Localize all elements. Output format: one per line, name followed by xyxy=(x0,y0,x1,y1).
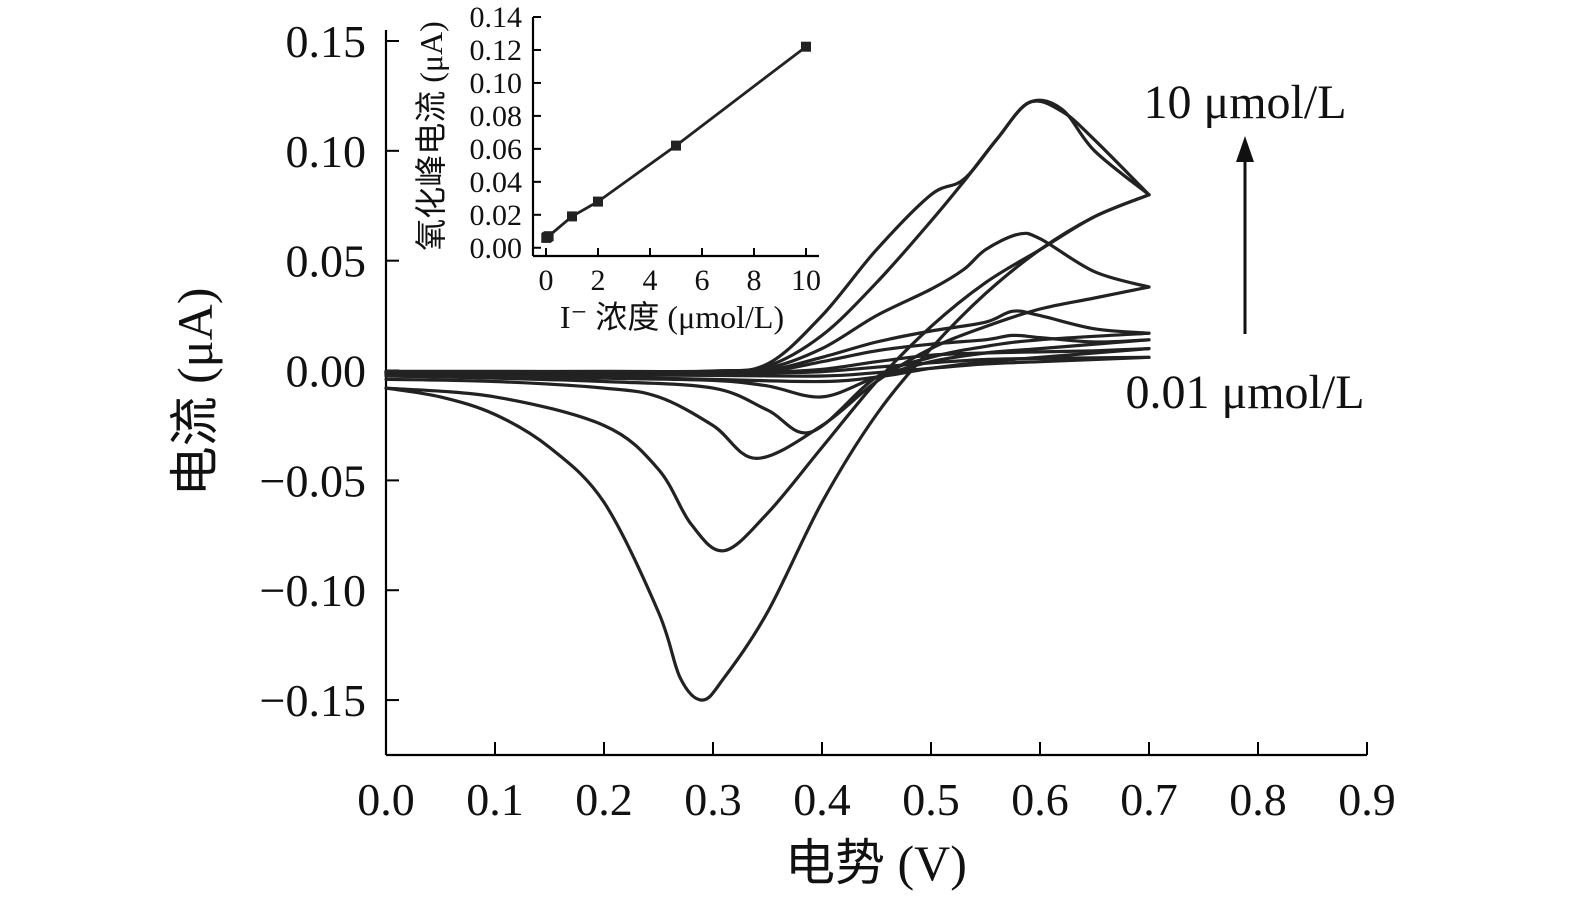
inset-x-tick-label: 6 xyxy=(695,264,710,297)
inset-y-tick-label: 0.14 xyxy=(470,1,523,34)
annotation-top: 10 μmol/L xyxy=(1143,76,1346,129)
main-x-tick-label: 0.6 xyxy=(1011,774,1069,825)
inset-y-axis-title: 氧化峰电流 (μA) xyxy=(413,21,449,251)
main-y-tick-label: 0.15 xyxy=(286,16,367,67)
cv-curve-7-forward xyxy=(384,99,1151,374)
inset-x-tick-label: 2 xyxy=(591,264,606,297)
inset-y-tick-label: 0.00 xyxy=(470,232,523,265)
cv-curve-6-reverse xyxy=(384,193,1151,553)
main-x-tick-label: 0.4 xyxy=(793,774,851,825)
inset-x-tick-label: 4 xyxy=(643,264,658,297)
main-y-ticks: 0.15 0.10 0.05 0.00 −0.05 −0.10 −0.15 xyxy=(260,16,399,726)
main-y-axis-title: 电流 (μA) xyxy=(167,288,223,497)
main-x-tick-label: 0.3 xyxy=(684,774,742,825)
cv-curve-7-reverse xyxy=(384,193,1151,702)
cv-curve-5-reverse xyxy=(384,285,1151,460)
main-x-tick-label: 0.5 xyxy=(902,774,960,825)
inset-x-tick-label: 10 xyxy=(791,264,821,297)
main-x-tick-label: 0.7 xyxy=(1120,774,1178,825)
inset-data-point xyxy=(567,211,577,222)
main-y-tick-label: 0.05 xyxy=(286,236,367,287)
inset-y-tick-label: 0.02 xyxy=(470,199,523,232)
inset-y-tick-label: 0.10 xyxy=(470,67,523,100)
main-y-tick-label: −0.15 xyxy=(260,675,366,726)
inset-series xyxy=(541,41,811,243)
main-x-tick-label: 0.2 xyxy=(575,774,633,825)
main-x-tick-label: 0.9 xyxy=(1338,774,1396,825)
main-x-tick-label: 0.8 xyxy=(1229,774,1287,825)
main-x-tick-label: 0.0 xyxy=(357,774,415,825)
inset-x-ticks: 0 2 4 6 8 10 xyxy=(539,248,821,297)
annotation-bottom: 0.01 μmol/L xyxy=(1125,366,1364,419)
main-x-axis-title: 电势 (V) xyxy=(785,835,967,891)
inset-x-tick-label: 8 xyxy=(747,264,762,297)
inset-data-point xyxy=(671,140,681,151)
cv-curve-3-reverse xyxy=(384,338,1151,399)
inset-y-tick-label: 0.04 xyxy=(470,166,523,199)
main-y-tick-label: 0.00 xyxy=(286,346,367,397)
inset-plot: 0 2 4 6 8 10 0.000.020.040.060.080.100.120.14… xyxy=(413,1,821,335)
arrow-head xyxy=(1236,136,1254,162)
inset-data-point xyxy=(593,196,603,207)
inset-y-tick-label: 0.06 xyxy=(470,133,523,166)
inset-y-tick-label: 0.12 xyxy=(470,34,523,67)
inset-y-tick-label: 0.08 xyxy=(470,100,523,133)
inset-data-point xyxy=(801,41,811,52)
main-curves xyxy=(384,98,1151,702)
inset-x-axis-title: I⁻ 浓度 (μmol/L) xyxy=(560,299,784,335)
main-plot: 0.0 0.1 0.2 0.3 0.4 0.5 0.6 0.7 0.8 0.9 0.150.100… xyxy=(167,16,1396,891)
inset-y-ticks: 0.000.020.040.060.080.100.120.14 xyxy=(470,1,541,265)
cv-curve-4-reverse xyxy=(384,331,1151,435)
main-x-tick-label: 0.1 xyxy=(466,774,524,825)
main-y-tick-label: −0.05 xyxy=(260,455,366,506)
main-y-tick-label: 0.10 xyxy=(286,126,367,177)
inset-data-point xyxy=(543,231,554,242)
main-y-tick-label: −0.10 xyxy=(260,565,366,616)
inset-x-tick-label: 0 xyxy=(539,264,554,297)
main-x-ticks: 0.0 0.1 0.2 0.3 0.4 0.5 0.6 0.7 0.8 0.9 xyxy=(357,742,1396,825)
